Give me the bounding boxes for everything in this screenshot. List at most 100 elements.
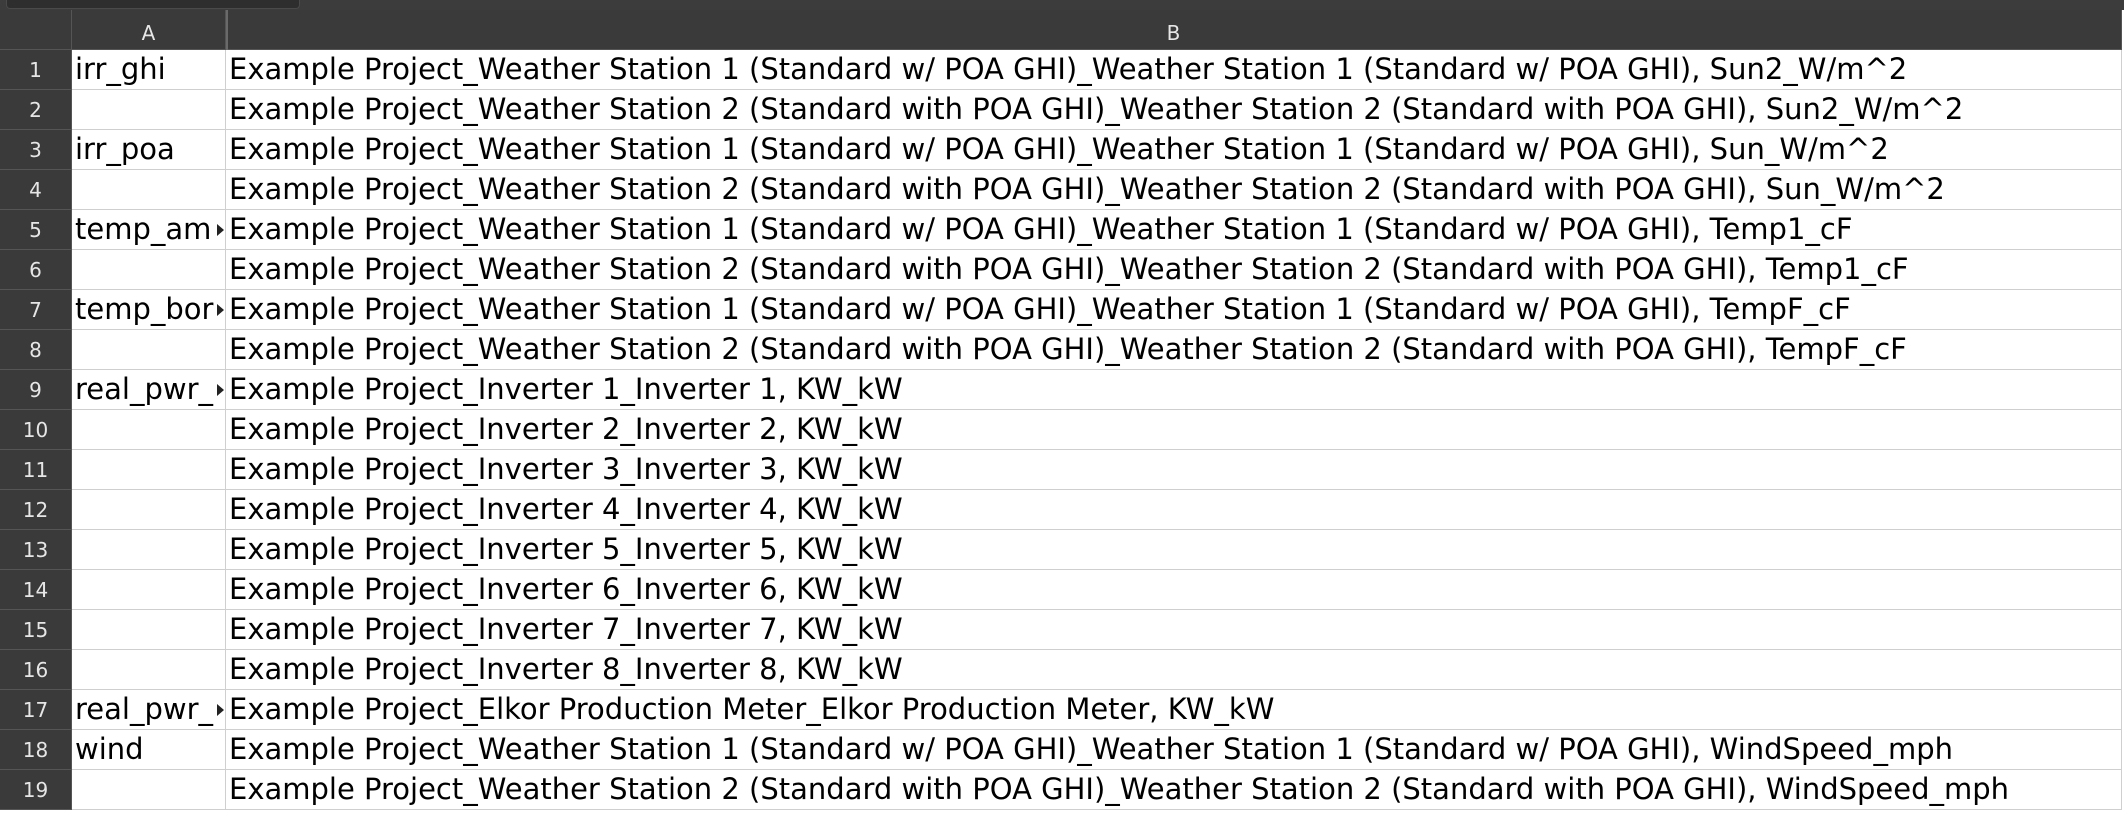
table-row: 7 temp_bor Example Project_Weather Station… <box>0 290 2124 330</box>
cell-b-text: Example Project_Weather Station 1 (Stand… <box>229 732 1953 766</box>
cell-b[interactable]: Example Project_Inverter 5_Inverter 5, K… <box>226 530 2122 570</box>
cell-a-text: temp_am <box>75 212 212 246</box>
cell-b[interactable]: Example Project_Weather Station 2 (Stand… <box>226 170 2122 210</box>
cell-a[interactable]: temp_am <box>72 210 226 250</box>
cell-a[interactable] <box>72 770 226 810</box>
cell-b[interactable]: Example Project_Inverter 1_Inverter 1, K… <box>226 370 2122 410</box>
cell-a[interactable] <box>72 450 226 490</box>
cell-a[interactable] <box>72 570 226 610</box>
table-row: 16 Example Project_Inverter 8_Inverter 8,… <box>0 650 2124 690</box>
row-header[interactable]: 5 <box>0 210 72 250</box>
row-header[interactable]: 15 <box>0 610 72 650</box>
column-header-b[interactable]: B <box>226 10 2122 50</box>
cell-a[interactable] <box>72 90 226 130</box>
cell-a[interactable]: temp_bor <box>72 290 226 330</box>
table-row: 9 real_pwr_ Example Project_Inverter 1_Inv… <box>0 370 2124 410</box>
cell-b[interactable]: Example Project_Weather Station 1 (Stand… <box>226 210 2122 250</box>
cell-b[interactable]: Example Project_Weather Station 2 (Stand… <box>226 90 2122 130</box>
column-header-a[interactable]: A <box>72 10 226 50</box>
cell-b-text: Example Project_Inverter 2_Inverter 2, K… <box>229 412 903 446</box>
cell-b[interactable]: Example Project_Inverter 8_Inverter 8, K… <box>226 650 2122 690</box>
row-header[interactable]: 13 <box>0 530 72 570</box>
cell-b[interactable]: Example Project_Weather Station 2 (Stand… <box>226 250 2122 290</box>
row-header[interactable]: 7 <box>0 290 72 330</box>
cell-b[interactable]: Example Project_Inverter 3_Inverter 3, K… <box>226 450 2122 490</box>
cell-a[interactable] <box>72 530 226 570</box>
cell-a[interactable]: real_pwr_ <box>72 690 226 730</box>
cell-b-text: Example Project_Weather Station 2 (Stand… <box>229 252 1909 286</box>
table-row: 8 Example Project_Weather Station 2 (Stan… <box>0 330 2124 370</box>
table-row: 12 Example Project_Inverter 4_Inverter 4,… <box>0 490 2124 530</box>
cell-b-text: Example Project_Inverter 1_Inverter 1, K… <box>229 372 903 406</box>
cell-b-text: Example Project_Inverter 8_Inverter 8, K… <box>229 652 903 686</box>
column-resize-handle[interactable] <box>226 10 228 50</box>
cell-a-text: irr_ghi <box>75 52 166 86</box>
cell-b-text: Example Project_Inverter 6_Inverter 6, K… <box>229 572 903 606</box>
cell-b-text: Example Project_Inverter 4_Inverter 4, K… <box>229 492 903 526</box>
table-row: 11 Example Project_Inverter 3_Inverter 3,… <box>0 450 2124 490</box>
cell-a-text: temp_bor <box>75 292 214 326</box>
cell-b[interactable]: Example Project_Inverter 2_Inverter 2, K… <box>226 410 2122 450</box>
cell-b[interactable]: Example Project_Weather Station 1 (Stand… <box>226 290 2122 330</box>
cell-b[interactable]: Example Project_Weather Station 2 (Stand… <box>226 330 2122 370</box>
table-row: 17 real_pwr_ Example Project_Elkor Product… <box>0 690 2124 730</box>
cell-b-text: Example Project_Weather Station 2 (Stand… <box>229 772 2010 806</box>
cell-b[interactable]: Example Project_Elkor Production Meter_E… <box>226 690 2122 730</box>
text-overflow-arrow-icon <box>217 384 224 396</box>
table-row: 19 Example Project_Weather Station 2 (Sta… <box>0 770 2124 810</box>
cell-a[interactable] <box>72 650 226 690</box>
cell-b-text: Example Project_Weather Station 1 (Stand… <box>229 52 1908 86</box>
table-row: 13 Example Project_Inverter 5_Inverter 5,… <box>0 530 2124 570</box>
table-row: 18 wind Example Project_Weather Station 1 … <box>0 730 2124 770</box>
sheet-tab-edge[interactable] <box>6 0 300 9</box>
cell-b[interactable]: Example Project_Inverter 6_Inverter 6, K… <box>226 570 2122 610</box>
row-header[interactable]: 9 <box>0 370 72 410</box>
cell-b[interactable]: Example Project_Weather Station 1 (Stand… <box>226 130 2122 170</box>
select-all-corner[interactable] <box>0 10 72 50</box>
toolbar-strip <box>0 0 2124 10</box>
cell-a-text: real_pwr_ <box>75 372 214 406</box>
cell-a[interactable]: irr_ghi <box>72 50 226 90</box>
cell-a[interactable]: wind <box>72 730 226 770</box>
cell-b[interactable]: Example Project_Weather Station 2 (Stand… <box>226 770 2122 810</box>
cell-b[interactable]: Example Project_Weather Station 1 (Stand… <box>226 50 2122 90</box>
cell-a[interactable]: irr_poa <box>72 130 226 170</box>
row-header[interactable]: 12 <box>0 490 72 530</box>
cell-b-text: Example Project_Inverter 3_Inverter 3, K… <box>229 452 903 486</box>
rows-container: 1 irr_ghi Example Project_Weather Station … <box>0 50 2124 810</box>
cell-a-text: irr_poa <box>75 132 175 166</box>
cell-a-text: wind <box>75 732 144 766</box>
row-header[interactable]: 18 <box>0 730 72 770</box>
cell-b[interactable]: Example Project_Weather Station 1 (Stand… <box>226 730 2122 770</box>
row-header[interactable]: 16 <box>0 650 72 690</box>
row-header[interactable]: 14 <box>0 570 72 610</box>
text-overflow-arrow-icon <box>217 304 224 316</box>
row-header[interactable]: 8 <box>0 330 72 370</box>
cell-b-text: Example Project_Inverter 7_Inverter 7, K… <box>229 612 903 646</box>
cell-b-text: Example Project_Inverter 5_Inverter 5, K… <box>229 532 903 566</box>
table-row: 1 irr_ghi Example Project_Weather Station … <box>0 50 2124 90</box>
row-header[interactable]: 4 <box>0 170 72 210</box>
row-header[interactable]: 19 <box>0 770 72 810</box>
table-row: 3 irr_poa Example Project_Weather Station … <box>0 130 2124 170</box>
cell-b[interactable]: Example Project_Inverter 4_Inverter 4, K… <box>226 490 2122 530</box>
cell-b-text: Example Project_Weather Station 1 (Stand… <box>229 212 1853 246</box>
cell-a[interactable] <box>72 410 226 450</box>
table-row: 4 Example Project_Weather Station 2 (Stan… <box>0 170 2124 210</box>
cell-a[interactable] <box>72 250 226 290</box>
cell-a[interactable]: real_pwr_ <box>72 370 226 410</box>
table-row: 2 Example Project_Weather Station 2 (Stan… <box>0 90 2124 130</box>
table-row: 10 Example Project_Inverter 2_Inverter 2,… <box>0 410 2124 450</box>
row-header[interactable]: 6 <box>0 250 72 290</box>
cell-a[interactable] <box>72 490 226 530</box>
cell-a[interactable] <box>72 610 226 650</box>
row-header[interactable]: 2 <box>0 90 72 130</box>
row-header[interactable]: 3 <box>0 130 72 170</box>
cell-a[interactable] <box>72 330 226 370</box>
cell-b[interactable]: Example Project_Inverter 7_Inverter 7, K… <box>226 610 2122 650</box>
row-header[interactable]: 1 <box>0 50 72 90</box>
row-header[interactable]: 17 <box>0 690 72 730</box>
cell-a[interactable] <box>72 170 226 210</box>
row-header[interactable]: 11 <box>0 450 72 490</box>
row-header[interactable]: 10 <box>0 410 72 450</box>
